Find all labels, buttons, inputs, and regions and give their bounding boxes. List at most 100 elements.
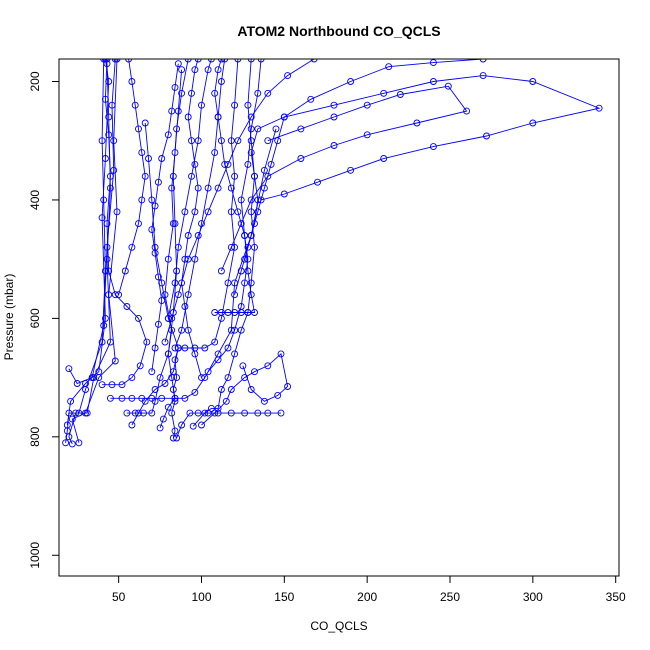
x-tick-label: 250: [440, 590, 460, 604]
data-point: [191, 160, 199, 168]
data-point: [128, 243, 136, 251]
data-point: [221, 59, 229, 63]
data-point: [168, 184, 176, 192]
data-point: [595, 104, 603, 112]
data-point: [231, 101, 239, 109]
plot-frame: [58, 58, 620, 577]
data-point: [237, 326, 245, 334]
series-line-3: [66, 59, 110, 426]
data-point: [178, 66, 186, 74]
data-point: [227, 409, 235, 417]
data-point: [178, 421, 186, 429]
data-point: [158, 394, 166, 402]
data-point: [284, 72, 292, 80]
data-point: [347, 78, 355, 85]
data-point: [148, 368, 156, 376]
data-point: [211, 409, 219, 417]
data-point: [217, 309, 225, 316]
data-point: [141, 119, 149, 127]
data-point: [479, 59, 487, 63]
data-point: [483, 132, 490, 140]
data-point: [128, 78, 136, 85]
data-point: [429, 143, 437, 151]
data-point: [181, 344, 189, 352]
data-point: [158, 155, 166, 162]
data-point: [194, 137, 202, 145]
data-point: [237, 196, 245, 204]
data-point: [380, 89, 388, 97]
data-point: [141, 397, 149, 405]
data-point: [75, 439, 83, 447]
data-point: [68, 415, 76, 423]
data-point: [222, 397, 230, 405]
data-point: [241, 279, 249, 287]
data-point: [65, 365, 73, 373]
data-point: [168, 374, 176, 382]
data-point: [68, 440, 76, 448]
data-point: [161, 338, 169, 346]
data-point: [264, 89, 272, 97]
data-point: [98, 137, 106, 145]
data-point: [148, 409, 156, 417]
data-point: [214, 404, 222, 412]
data-point: [164, 131, 172, 139]
data-point: [385, 63, 393, 71]
data-point: [429, 59, 437, 67]
data-point: [247, 232, 255, 239]
data-point: [214, 113, 222, 121]
series-line-7: [102, 59, 148, 386]
data-point: [231, 350, 239, 358]
data-point: [201, 344, 209, 352]
data-point: [128, 374, 136, 382]
data-point: [158, 297, 166, 305]
data-point: [184, 232, 192, 239]
data-point: [111, 357, 119, 365]
data-point: [105, 113, 113, 121]
data-point: [237, 220, 245, 228]
data-point: [194, 232, 202, 239]
data-point: [198, 421, 205, 429]
data-point: [118, 381, 126, 389]
data-point: [164, 350, 172, 358]
data-point: [204, 368, 212, 376]
data-point: [101, 95, 109, 103]
data-point: [100, 322, 108, 329]
data-point: [347, 166, 355, 174]
data-point: [264, 362, 272, 370]
data-point: [125, 59, 133, 63]
data-point: [168, 314, 176, 322]
series-line-10: [159, 69, 183, 429]
x-tick-label: 150: [274, 590, 294, 604]
data-point: [217, 386, 225, 393]
data-point: [158, 279, 166, 287]
data-point: [204, 66, 212, 74]
data-point: [429, 78, 437, 85]
data-point: [214, 356, 222, 364]
data-point: [138, 149, 146, 157]
data-point: [159, 415, 167, 423]
data-point: [169, 386, 177, 393]
data-point: [307, 95, 315, 103]
data-point: [136, 362, 144, 370]
data-point: [110, 166, 118, 174]
data-point: [221, 160, 229, 168]
data-point: [277, 350, 285, 358]
data-point: [103, 243, 111, 251]
series-line-17: [167, 59, 212, 319]
series-line-14: [201, 353, 289, 426]
data-point: [154, 178, 162, 186]
data-point: [178, 89, 186, 97]
data-point: [330, 142, 338, 149]
y-axis-label: Pressure (mbar): [2, 274, 16, 361]
data-point: [101, 314, 109, 322]
data-point: [123, 409, 131, 417]
data-point: [140, 409, 147, 417]
data-point: [73, 380, 81, 387]
data-point: [529, 119, 537, 127]
data-point: [113, 59, 121, 63]
data-point: [106, 172, 114, 180]
x-tick-label: 100: [191, 590, 211, 604]
data-point: [211, 309, 219, 316]
chart-title: ATOM2 Northbound CO_QCLS: [237, 23, 440, 39]
data-point: [161, 380, 169, 387]
